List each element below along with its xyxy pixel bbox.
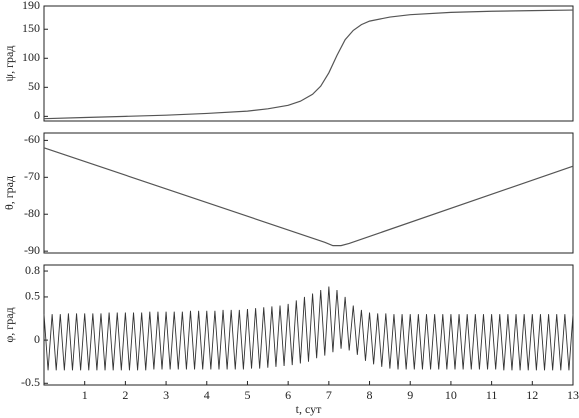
y-tick-label: -90: [24, 243, 40, 257]
y-tick-label: -60: [24, 132, 40, 146]
y-axis-label: ψ, град: [2, 46, 16, 82]
y-tick-label: 0: [34, 332, 40, 346]
x-tick-label: 11: [486, 388, 498, 402]
y-axis-label: φ, град: [2, 307, 16, 342]
y-axis-label: θ, град: [2, 176, 16, 210]
data-line: [43, 147, 574, 247]
x-tick-label: 5: [244, 388, 250, 402]
x-tick-label: 3: [163, 388, 169, 402]
y-tick-label: 100: [22, 50, 40, 64]
x-tick-label: 13: [567, 388, 579, 402]
x-tick-label: 8: [367, 388, 373, 402]
x-tick-label: 6: [285, 388, 291, 402]
x-tick-label: 12: [526, 388, 538, 402]
x-tick-label: 1: [82, 388, 88, 402]
y-tick-label: 0.8: [25, 263, 40, 277]
y-tick-label: -70: [24, 169, 40, 183]
data-line: [43, 9, 574, 120]
panel-frame: [43, 5, 574, 122]
y-tick-label: -80: [24, 206, 40, 220]
panel-frame: [43, 132, 574, 254]
y-tick-label: 0: [34, 108, 40, 122]
x-tick-label: 7: [326, 388, 332, 402]
data-line: [43, 286, 574, 371]
y-tick-label: 50: [28, 79, 40, 93]
y-tick-label: 0.5: [25, 289, 40, 303]
x-tick-label: 10: [445, 388, 457, 402]
y-tick-label: -0.5: [21, 375, 40, 389]
x-tick-label: 2: [122, 388, 128, 402]
panel-frame: [43, 264, 574, 386]
y-tick-label: 150: [22, 21, 40, 35]
y-tick-label: 190: [22, 0, 40, 12]
x-axis-label: t, сут: [296, 402, 323, 416]
x-tick-label: 9: [407, 388, 413, 402]
x-tick-label: 4: [204, 388, 210, 402]
